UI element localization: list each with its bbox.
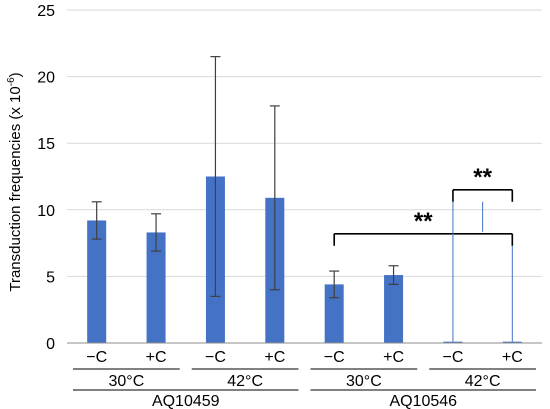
- y-tick-label: 25: [37, 3, 55, 20]
- y-axis-label-main: Transduction frequencies (x 10: [7, 86, 24, 291]
- x-tick-label: −C: [205, 349, 226, 366]
- bar: [502, 341, 522, 343]
- x-tick-label: −C: [442, 349, 463, 366]
- strain-group-label: AQ10459: [152, 393, 220, 409]
- significance-stars: **: [414, 208, 433, 235]
- significance-stars: **: [473, 164, 492, 191]
- temperature-group-label: 42°C: [465, 373, 501, 390]
- x-tick-label: +C: [146, 349, 167, 366]
- y-tick-label: 10: [37, 203, 55, 220]
- y-axis-label-exponent: -6: [6, 77, 17, 86]
- y-axis-label-tail: ): [7, 72, 24, 77]
- x-tick-label: +C: [502, 349, 523, 366]
- x-tick-label: −C: [324, 349, 345, 366]
- gridlines: [67, 9, 542, 277]
- x-tick-label: −C: [86, 349, 107, 366]
- bars: [87, 56, 522, 343]
- bar: [384, 275, 404, 343]
- x-tick-label: +C: [383, 349, 404, 366]
- bar: [87, 220, 107, 343]
- temperature-group-label: 42°C: [227, 373, 263, 390]
- x-tick-label: +C: [264, 349, 285, 366]
- bar: [146, 232, 166, 343]
- y-tick-label: 0: [46, 336, 55, 353]
- strain-group-label: AQ10546: [389, 393, 457, 409]
- y-tick-label: 20: [37, 70, 55, 87]
- significance-annotations: ** **: [333, 164, 514, 342]
- temperature-group-label: 30°C: [109, 373, 145, 390]
- y-tick-label: 15: [37, 136, 55, 153]
- bar: [443, 341, 463, 343]
- bar: [324, 284, 344, 343]
- temperature-group-label: 30°C: [346, 373, 382, 390]
- y-tick-label: 5: [46, 269, 55, 286]
- y-axis-label: Transduction frequencies (x 10-6): [6, 72, 24, 291]
